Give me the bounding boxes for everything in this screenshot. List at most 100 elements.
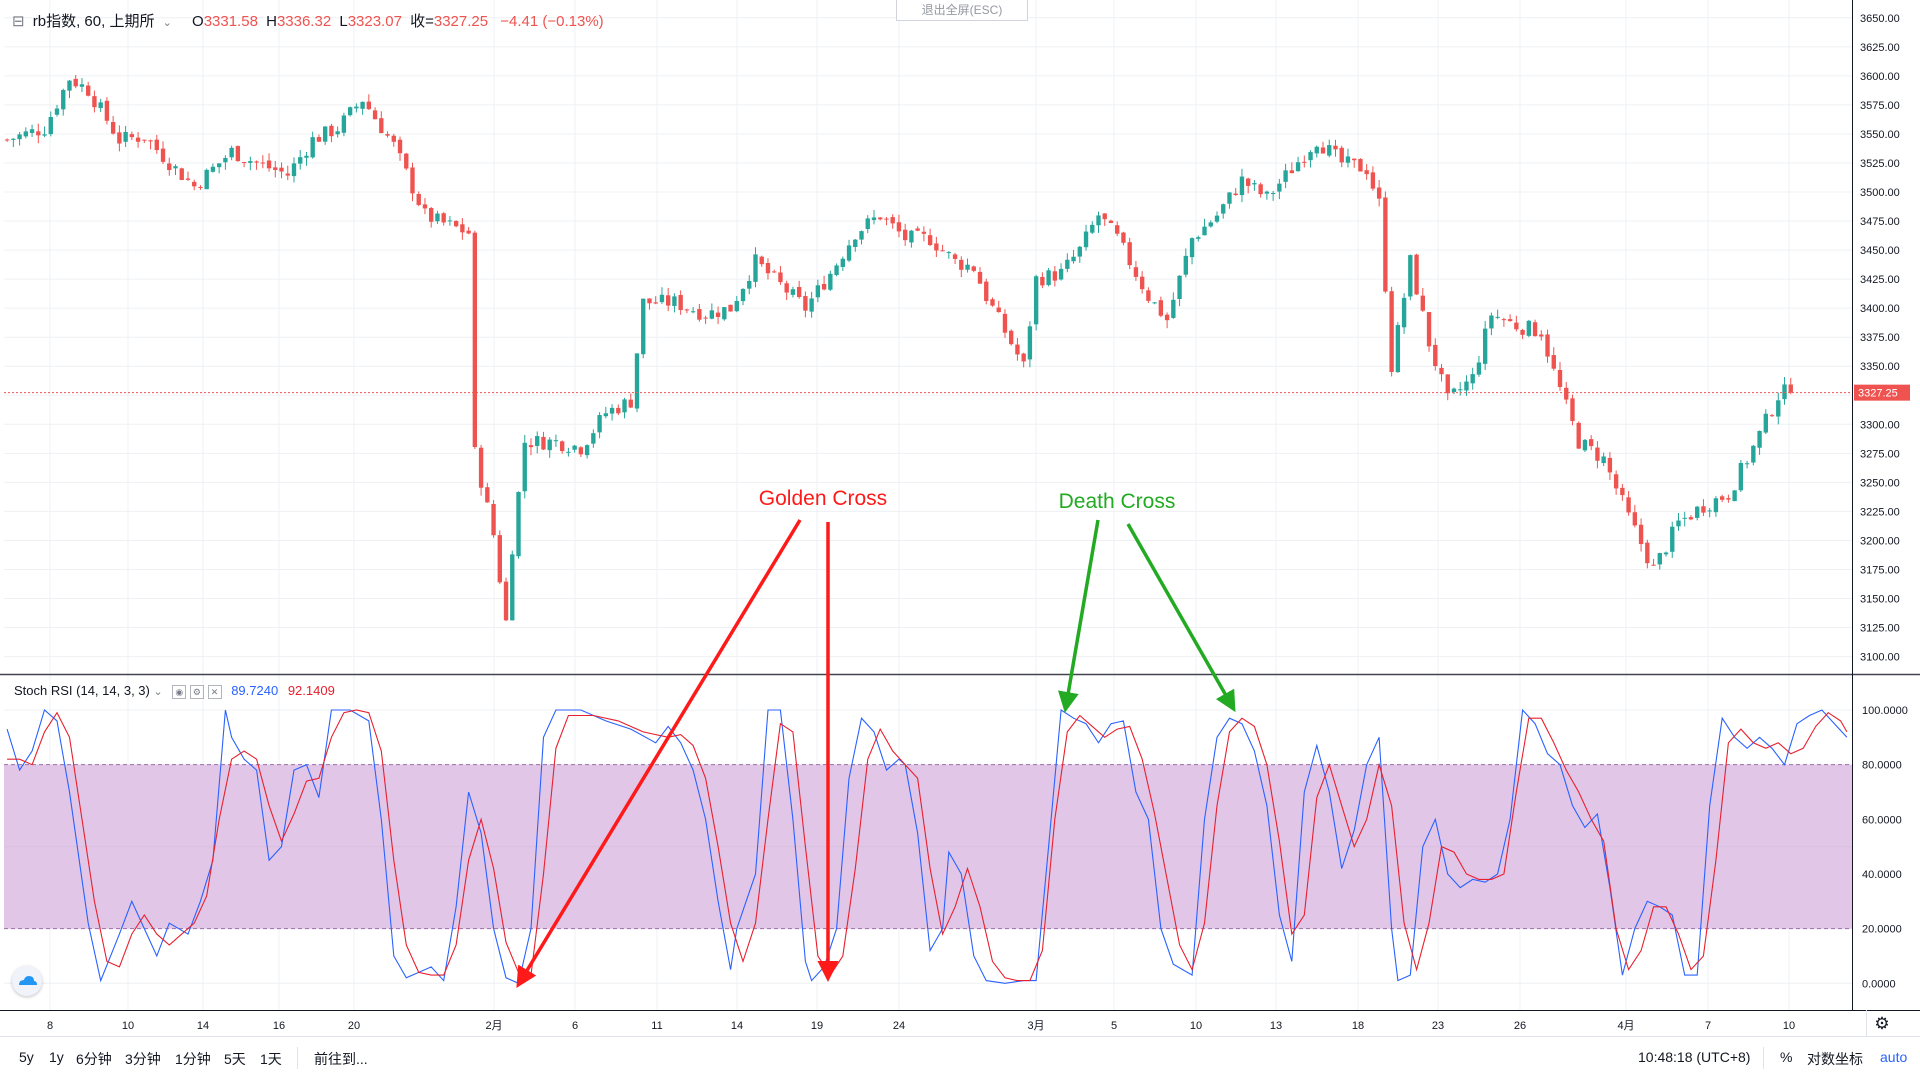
time-tick-label: 20 bbox=[348, 1020, 360, 1032]
toolbar-divider bbox=[1763, 1047, 1764, 1069]
candle-body bbox=[460, 224, 465, 233]
candle-body bbox=[1769, 415, 1775, 417]
candle-body bbox=[1607, 457, 1613, 473]
indicator-name[interactable]: Stoch RSI (14, 14, 3, 3) bbox=[14, 683, 150, 698]
candle-body bbox=[584, 445, 590, 456]
candle-body bbox=[1476, 362, 1482, 375]
candle-body bbox=[815, 285, 821, 298]
candle-body bbox=[1115, 225, 1120, 234]
candle-body bbox=[1077, 246, 1082, 257]
log-scale-button[interactable]: 对数坐标 bbox=[1807, 1051, 1863, 1067]
time-tick-label: 14 bbox=[731, 1020, 743, 1032]
candle-body bbox=[853, 239, 858, 248]
candle-body bbox=[385, 134, 390, 136]
candle-body bbox=[1464, 381, 1469, 391]
candle-body bbox=[1339, 147, 1344, 163]
candle-body bbox=[372, 110, 378, 120]
candle-body bbox=[1751, 445, 1756, 463]
candle-body bbox=[4, 139, 10, 141]
candle-body bbox=[453, 220, 459, 227]
percent-scale-button[interactable]: % bbox=[1780, 1049, 1793, 1065]
tradingview-logo-icon[interactable] bbox=[12, 966, 42, 996]
price-tick-label: 3200.00 bbox=[1860, 535, 1900, 547]
candle-body bbox=[503, 581, 509, 621]
range-5d[interactable]: 5天 bbox=[224, 1051, 246, 1067]
candle-body bbox=[878, 217, 883, 220]
candle-body bbox=[747, 280, 752, 289]
candle-body bbox=[535, 436, 540, 446]
candle-body bbox=[478, 447, 484, 488]
symbol-title[interactable]: rb指数, 60, 上期所 bbox=[32, 13, 155, 30]
range-6min[interactable]: 6分钟 bbox=[76, 1051, 112, 1067]
time-tick-label: 10 bbox=[1190, 1020, 1202, 1032]
range-1min[interactable]: 1分钟 bbox=[175, 1051, 211, 1067]
candle-body bbox=[834, 265, 839, 275]
candle-body bbox=[1164, 314, 1170, 321]
annotation-arrows bbox=[516, 519, 1236, 988]
candle-body bbox=[1383, 197, 1388, 292]
candle-body bbox=[1539, 334, 1544, 337]
range-1y[interactable]: 1y bbox=[49, 1049, 64, 1065]
candle-body bbox=[697, 309, 702, 320]
candle-body bbox=[1376, 187, 1382, 199]
chevron-down-icon[interactable]: ⌄ bbox=[153, 686, 163, 698]
candle-body bbox=[447, 220, 453, 222]
candle-body bbox=[1015, 344, 1020, 355]
candle-body bbox=[1520, 330, 1525, 335]
candle-body bbox=[248, 161, 253, 163]
golden-cross-label: Golden Cross bbox=[759, 487, 887, 510]
candle-body bbox=[934, 243, 939, 251]
candle-body bbox=[1090, 224, 1095, 233]
candle-body bbox=[266, 160, 272, 169]
candle-body bbox=[1139, 276, 1145, 290]
candle-body bbox=[1264, 191, 1270, 194]
candle-body bbox=[528, 445, 534, 448]
candle-body bbox=[335, 131, 340, 135]
candle-body bbox=[1632, 512, 1638, 526]
candle-body bbox=[1171, 299, 1176, 318]
candle-body bbox=[223, 157, 228, 163]
range-3min[interactable]: 3分钟 bbox=[125, 1051, 161, 1067]
price-tick-label: 3100.00 bbox=[1860, 652, 1900, 664]
candle-body bbox=[254, 161, 259, 163]
range-5y[interactable]: 5y bbox=[19, 1049, 34, 1065]
candle-body bbox=[1308, 152, 1313, 161]
candle-body bbox=[890, 217, 895, 224]
candle-body bbox=[1657, 553, 1662, 565]
exit-fullscreen-button[interactable]: 退出全屏(ESC) bbox=[896, 0, 1028, 21]
candle-body bbox=[927, 235, 933, 246]
eye-icon[interactable]: ◉ bbox=[172, 685, 187, 699]
candle-body bbox=[135, 137, 141, 142]
last-price-label: 3327.25 bbox=[1858, 388, 1898, 400]
auto-scale-button[interactable]: auto bbox=[1880, 1049, 1908, 1065]
candle-body bbox=[1252, 183, 1257, 185]
candle-body bbox=[1676, 520, 1681, 527]
candle-body bbox=[1027, 326, 1033, 360]
candle-body bbox=[1065, 259, 1070, 269]
settings-icon[interactable]: ⚙ bbox=[189, 685, 204, 699]
candle-body bbox=[1451, 388, 1457, 393]
chart-canvas[interactable]: 3650.00 3625.00 3600.00 3575.00 3550.00 3525.… bbox=[0, 0, 1920, 1036]
candle-body bbox=[291, 163, 297, 177]
candle-body bbox=[1757, 430, 1762, 448]
collapse-icon[interactable]: ⊟ bbox=[12, 13, 25, 30]
candle-body bbox=[734, 300, 739, 312]
candle-body bbox=[1370, 172, 1376, 189]
candle-body bbox=[210, 166, 216, 172]
price-tick-label: 3450.00 bbox=[1860, 245, 1900, 257]
candle-body bbox=[1439, 367, 1444, 375]
candle-body bbox=[803, 296, 808, 311]
chart-settings-icon[interactable]: ⚙ bbox=[1874, 1014, 1890, 1033]
chevron-down-icon[interactable]: ⌄ bbox=[162, 17, 172, 29]
candle-body bbox=[397, 139, 403, 154]
candle-body bbox=[422, 204, 428, 209]
remove-icon[interactable]: ✕ bbox=[207, 685, 222, 699]
high-value: 3336.32 bbox=[276, 13, 332, 30]
goto-date-button[interactable]: 前往到... bbox=[314, 1051, 368, 1067]
clock: 10:48:18 (UTC+8) bbox=[1638, 1049, 1751, 1065]
range-1d[interactable]: 1天 bbox=[260, 1051, 282, 1067]
candle-body bbox=[859, 231, 864, 240]
candle-body bbox=[753, 254, 758, 282]
candle-body bbox=[728, 304, 733, 312]
candle-body bbox=[1327, 145, 1332, 156]
